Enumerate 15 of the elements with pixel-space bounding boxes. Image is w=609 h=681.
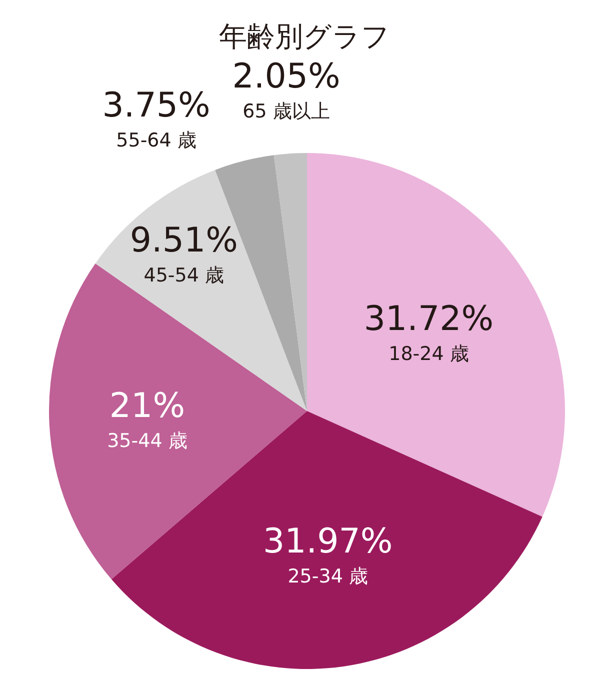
slice-label: 18-24 歳 bbox=[388, 343, 469, 366]
slice-label: 55-64 歳 bbox=[116, 130, 196, 152]
pie-slice bbox=[307, 153, 565, 517]
slice-label: 35-44 歳 bbox=[107, 430, 188, 452]
slice-label: 65 歳以上 bbox=[242, 100, 330, 123]
data-label: 31.97% bbox=[263, 521, 393, 562]
data-label: 31.72% bbox=[364, 299, 494, 340]
slice-label: 45-54 歳 bbox=[144, 264, 224, 286]
chart-title: 年齢別グラフ bbox=[219, 20, 390, 53]
data-label: 2.05% bbox=[232, 56, 340, 97]
data-label: 9.51% bbox=[130, 220, 238, 260]
data-label: 21% bbox=[109, 386, 185, 426]
data-label: 3.75% bbox=[102, 86, 210, 126]
pie-slice bbox=[274, 153, 307, 411]
slice-label: 25-34 歳 bbox=[288, 565, 368, 588]
